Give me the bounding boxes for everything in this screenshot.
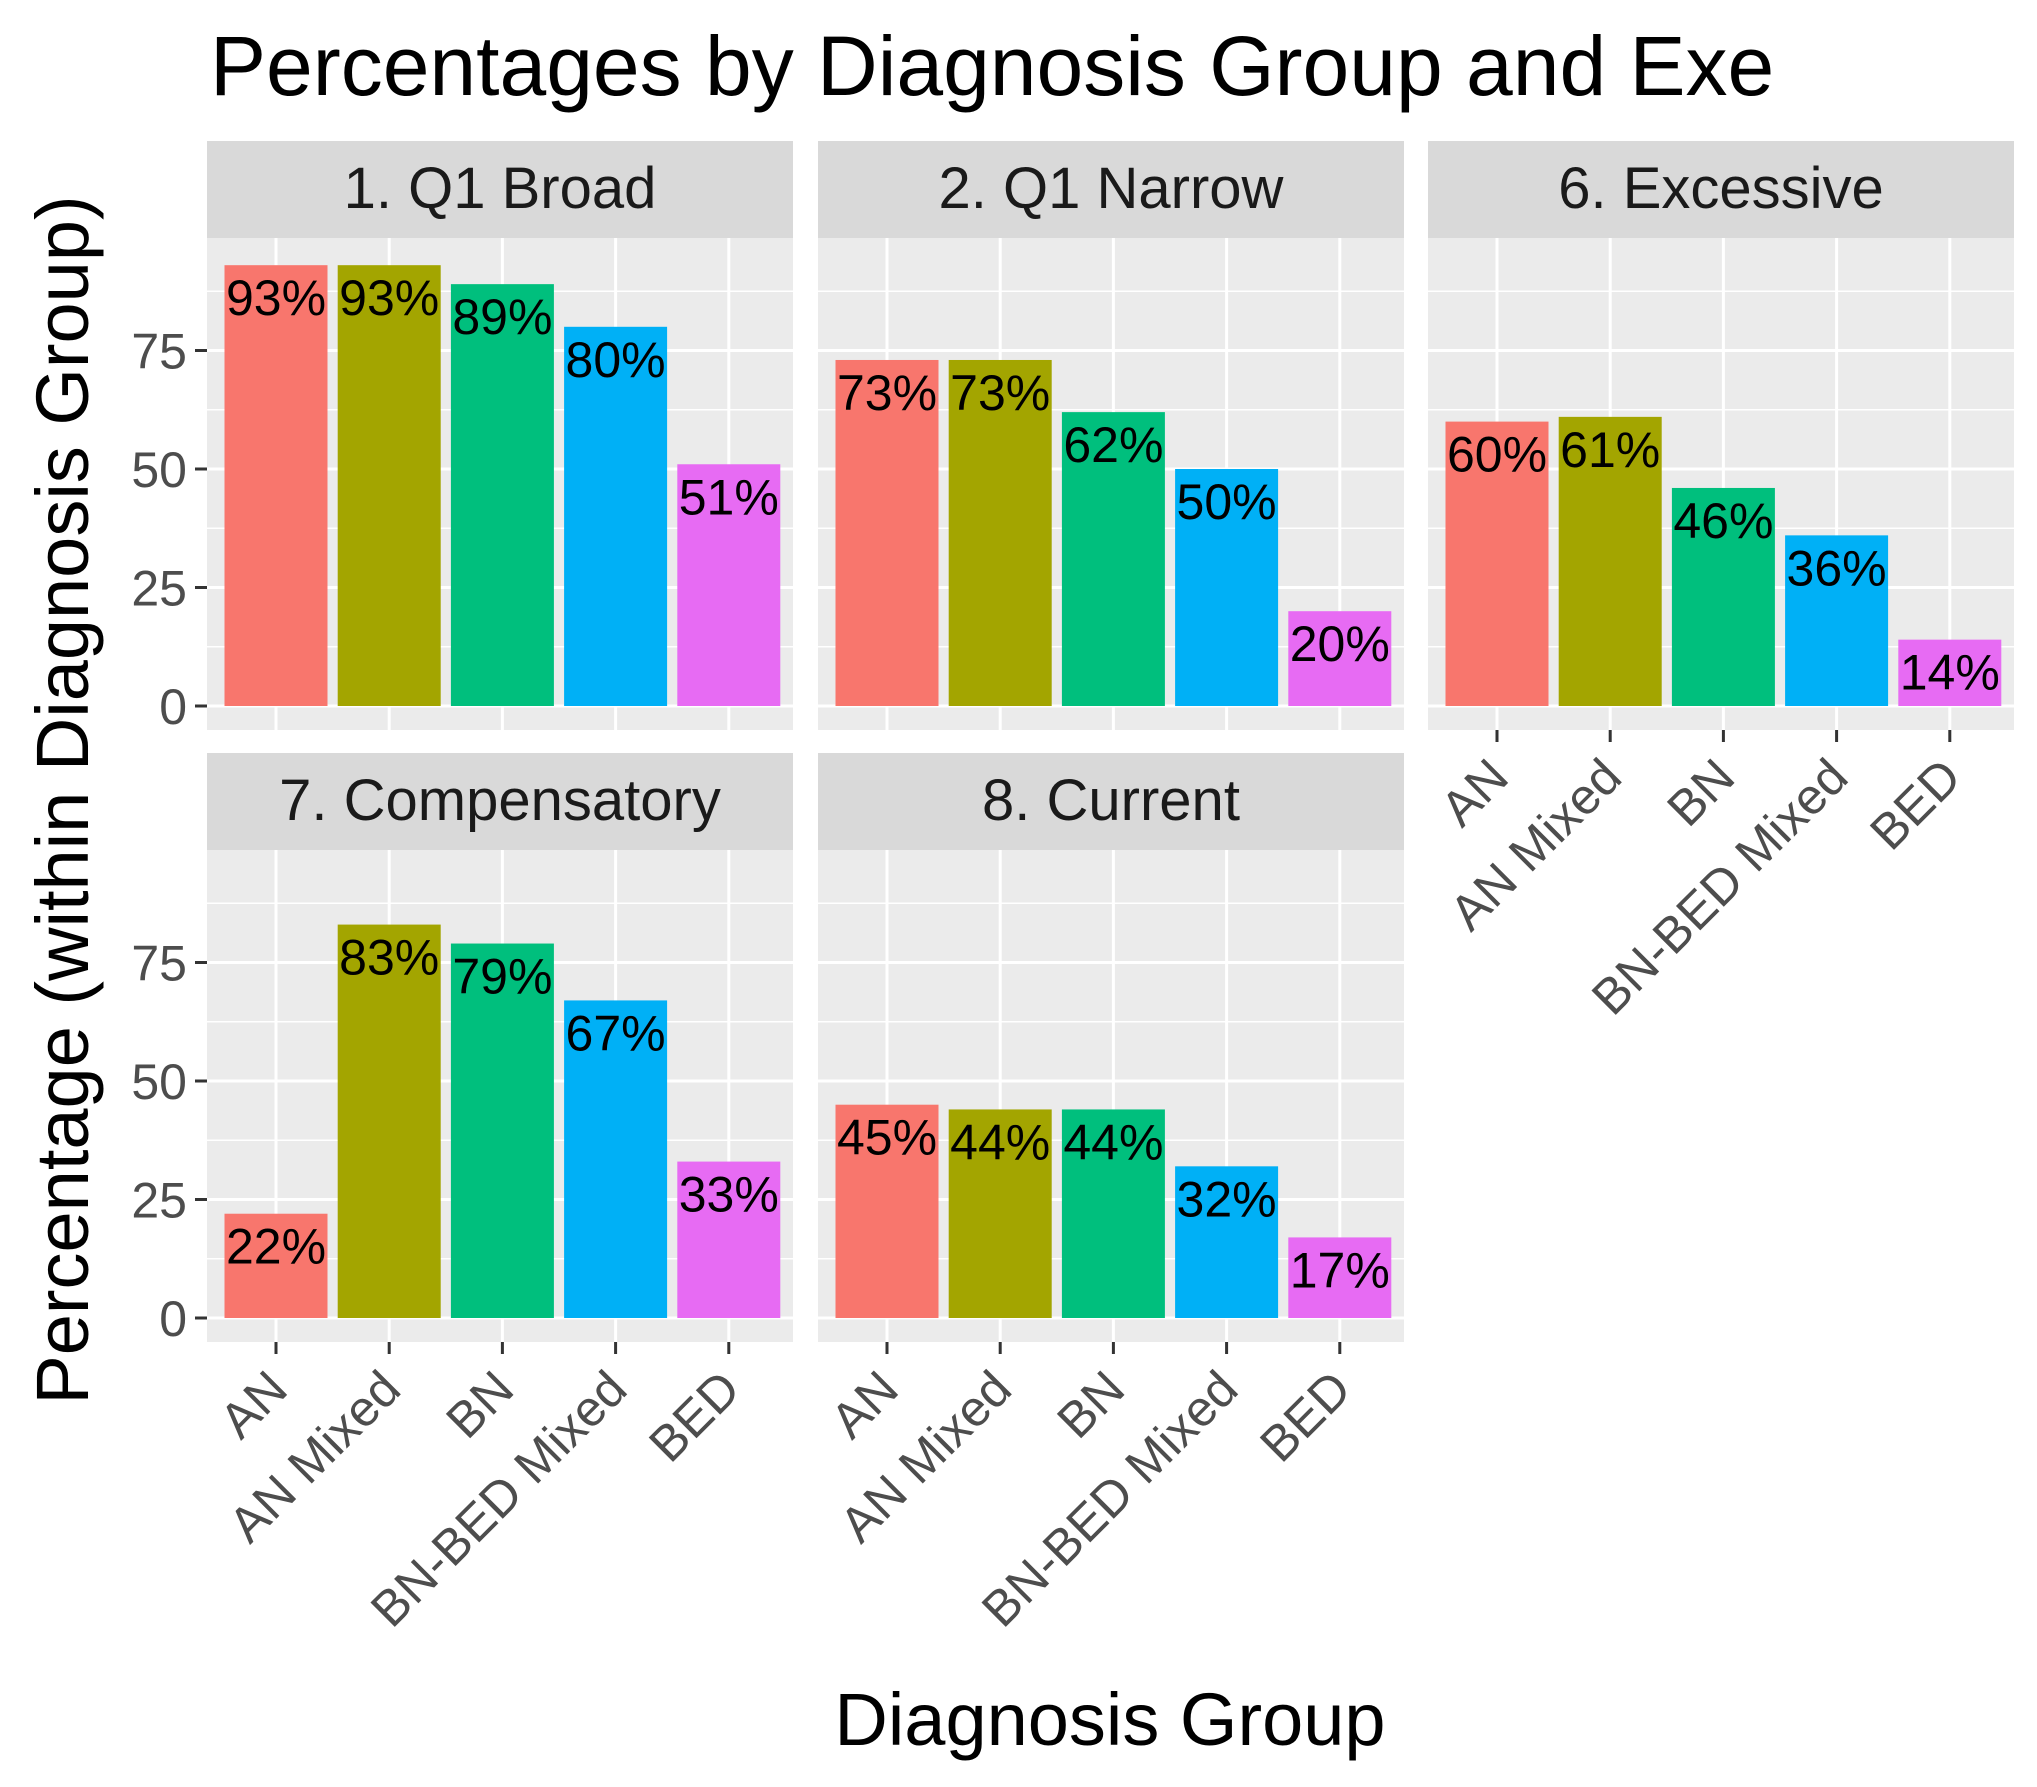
chart-title: Percentages by Diagnosis Group and Exe — [210, 19, 1774, 113]
x-axis-title: Diagnosis Group — [834, 1678, 1385, 1761]
bar-value-label: 60% — [1447, 427, 1547, 483]
x-category-label: BED — [638, 1360, 750, 1472]
y-tick-label: 0 — [159, 679, 187, 735]
facet-strip — [1428, 141, 2014, 238]
bar — [450, 284, 554, 706]
bar-value-label: 93% — [339, 270, 439, 326]
x-category-label: BED — [1859, 748, 1971, 860]
y-tick-label: 25 — [131, 561, 187, 617]
bar — [677, 1161, 781, 1318]
bar-value-label: 93% — [226, 270, 326, 326]
bar — [1785, 535, 1889, 706]
bar-value-label: 51% — [679, 469, 779, 525]
bar-value-label: 89% — [452, 289, 552, 345]
bar — [948, 359, 1052, 706]
x-category-label: BN — [1046, 1360, 1135, 1449]
x-category-label: BED — [1249, 1360, 1361, 1472]
x-category-label: AN — [1430, 748, 1519, 837]
bar — [224, 1213, 328, 1318]
y-tick-label: 75 — [131, 936, 187, 992]
bar — [1288, 611, 1392, 706]
bar-value-label: 17% — [1290, 1242, 1390, 1298]
bar — [337, 265, 441, 706]
y-tick-label: 50 — [131, 1054, 187, 1110]
bar-value-label: 61% — [1560, 422, 1660, 478]
facet-strip-label: 1. Q1 Broad — [344, 156, 657, 221]
bar — [1175, 1166, 1279, 1318]
bar-value-label: 73% — [837, 365, 937, 421]
bar-value-label: 44% — [1063, 1114, 1163, 1170]
bar-value-label: 33% — [679, 1167, 779, 1223]
bar-value-label: 83% — [339, 930, 439, 986]
y-tick-label: 0 — [159, 1291, 187, 1347]
bar — [1558, 416, 1662, 706]
bar — [835, 359, 939, 706]
bar — [1061, 1109, 1165, 1318]
bar — [1288, 1237, 1392, 1318]
y-tick-label: 75 — [131, 324, 187, 380]
facet-strip-label: 2. Q1 Narrow — [939, 156, 1285, 221]
bar-value-label: 79% — [452, 949, 552, 1005]
facet-strip — [207, 753, 793, 850]
y-axis-title: Percentage (within Diagnosis Group) — [21, 195, 104, 1404]
bar — [564, 1000, 668, 1318]
facet-strip-label: 8. Current — [982, 768, 1240, 833]
bar-value-label: 46% — [1673, 493, 1773, 549]
facet-strip-label: 7. Compensatory — [279, 768, 721, 833]
bar-value-label: 80% — [566, 332, 666, 388]
bar — [224, 265, 328, 706]
bar-value-label: 36% — [1787, 540, 1887, 596]
bar — [450, 943, 554, 1318]
bar — [1898, 639, 2002, 706]
bar-value-label: 50% — [1177, 474, 1277, 530]
facet-strip — [818, 753, 1404, 850]
bar — [677, 464, 781, 706]
bar-value-label: 67% — [566, 1005, 666, 1061]
x-category-label: BN — [1656, 748, 1745, 837]
y-tick-label: 50 — [131, 442, 187, 498]
bar — [337, 924, 441, 1318]
x-category-label: BN — [435, 1360, 524, 1449]
bar — [1061, 412, 1165, 706]
facet-strip-label: 6. Excessive — [1558, 156, 1884, 221]
facet-strip — [818, 141, 1404, 238]
x-category-label: AN — [209, 1360, 298, 1449]
bar — [948, 1109, 1052, 1318]
bar-value-label: 14% — [1900, 645, 2000, 701]
x-category-label: AN — [820, 1360, 909, 1449]
y-tick-label: 25 — [131, 1173, 187, 1229]
bar-value-label: 62% — [1063, 417, 1163, 473]
bar-value-label: 22% — [226, 1219, 326, 1275]
bar-value-label: 20% — [1290, 616, 1390, 672]
bar — [1445, 421, 1549, 706]
bar — [835, 1104, 939, 1318]
bar — [564, 326, 668, 706]
bar-value-label: 73% — [950, 365, 1050, 421]
bar — [1671, 487, 1775, 706]
bar-value-label: 44% — [950, 1114, 1050, 1170]
bar — [1175, 469, 1279, 706]
facet-strip — [207, 141, 793, 238]
bar-value-label: 32% — [1177, 1171, 1277, 1227]
bar-value-label: 45% — [837, 1110, 937, 1166]
